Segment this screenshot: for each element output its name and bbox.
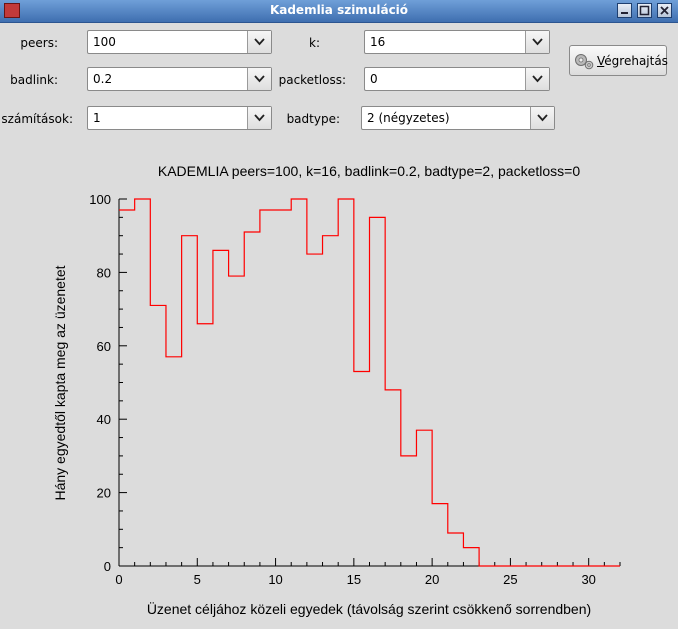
k-label: k: bbox=[309, 36, 320, 50]
szamitasok-combo[interactable]: 1 bbox=[87, 106, 272, 130]
execute-button-label: Végrehajtás bbox=[597, 54, 668, 68]
peers-value: 100 bbox=[93, 35, 116, 49]
badtype-combo[interactable]: 2 (négyzetes) bbox=[361, 106, 555, 130]
x-tick-label: 10 bbox=[268, 572, 282, 587]
app-icon bbox=[4, 3, 20, 18]
packetloss-combo[interactable]: 0 bbox=[364, 67, 550, 91]
y-tick-label: 100 bbox=[89, 192, 111, 207]
chevron-down-icon[interactable] bbox=[247, 107, 271, 129]
k-combo[interactable]: 16 bbox=[364, 30, 550, 54]
k-value: 16 bbox=[370, 35, 386, 49]
chart: KADEMLIA peers=100, k=16, badlink=0.2, b… bbox=[52, 163, 621, 617]
y-tick-label: 60 bbox=[97, 339, 111, 354]
window-title: Kademlia szimuláció bbox=[269, 3, 409, 17]
maximize-icon[interactable] bbox=[637, 3, 652, 18]
packetloss-label: packetloss: bbox=[278, 73, 346, 87]
series-line bbox=[119, 198, 620, 567]
y-tick-label: 20 bbox=[97, 486, 111, 501]
chart-ylabel: Hány egyedtől kapta meg az üzenetet bbox=[52, 265, 68, 500]
peers-combo[interactable]: 100 bbox=[87, 30, 272, 54]
chevron-down-icon[interactable] bbox=[247, 31, 271, 53]
x-tick-label: 30 bbox=[581, 572, 595, 587]
szamitasok-label: számítások: bbox=[1, 112, 73, 126]
peers-label: peers: bbox=[20, 36, 58, 50]
close-icon[interactable] bbox=[657, 3, 672, 18]
x-tick-label: 20 bbox=[425, 572, 439, 587]
window-titlebar[interactable]: Kademlia szimuláció bbox=[0, 0, 678, 23]
y-tick-label: 0 bbox=[104, 559, 111, 574]
badlink-label: badlink: bbox=[10, 73, 58, 87]
chevron-down-icon[interactable] bbox=[530, 107, 554, 129]
packetloss-value: 0 bbox=[370, 72, 378, 86]
chart-title: KADEMLIA peers=100, k=16, badlink=0.2, b… bbox=[158, 163, 580, 179]
execute-button[interactable]: Végrehajtás bbox=[569, 45, 668, 76]
badtype-value: 2 (négyzetes) bbox=[367, 111, 450, 125]
chevron-down-icon[interactable] bbox=[247, 68, 271, 90]
minimize-icon[interactable] bbox=[617, 3, 632, 18]
chevron-down-icon[interactable] bbox=[525, 68, 549, 90]
badlink-value: 0.2 bbox=[93, 72, 113, 86]
badtype-label: badtype: bbox=[286, 112, 340, 126]
x-tick-label: 15 bbox=[347, 572, 361, 587]
szamitasok-value: 1 bbox=[93, 111, 101, 125]
x-tick-label: 5 bbox=[194, 572, 201, 587]
badlink-combo[interactable]: 0.2 bbox=[87, 67, 272, 91]
y-tick-label: 40 bbox=[97, 412, 111, 427]
y-tick-label: 80 bbox=[97, 265, 111, 280]
chevron-down-icon[interactable] bbox=[525, 31, 549, 53]
x-tick-label: 0 bbox=[115, 572, 122, 587]
chart-xlabel: Üzenet céljához közeli egyedek (távolság… bbox=[147, 600, 591, 617]
x-tick-label: 25 bbox=[503, 572, 517, 587]
gears-icon bbox=[574, 52, 594, 73]
